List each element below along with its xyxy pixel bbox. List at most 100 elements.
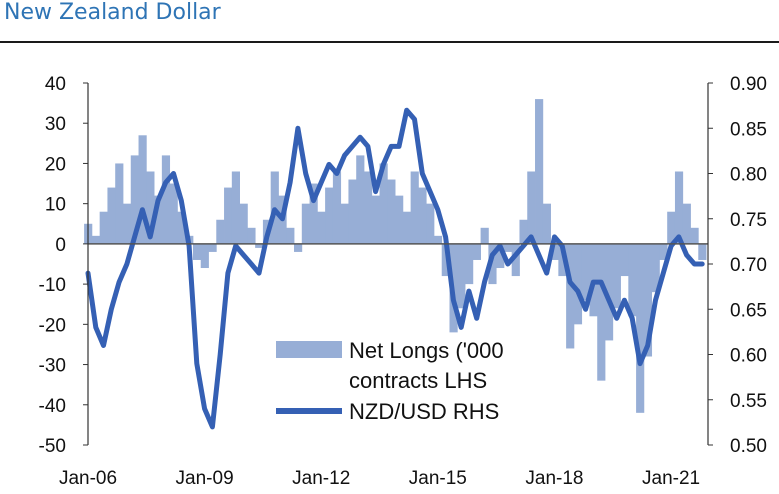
net-longs-bar-50 — [472, 243, 482, 260]
net-longs-bar-32 — [332, 171, 342, 244]
right-tick-label: 0.85 — [730, 119, 767, 140]
net-longs-bar-39 — [387, 179, 396, 244]
net-longs-bar-11 — [169, 183, 178, 244]
net-longs-bar-18 — [224, 187, 233, 244]
legend-nzdusd-label: NZD/USD RHS — [349, 399, 499, 424]
net-longs-bar-48 — [457, 243, 466, 309]
net-longs-bar-27 — [294, 243, 303, 252]
net-longs-bar-26 — [286, 227, 295, 244]
x-tick-label: Jan-15 — [409, 468, 467, 489]
right-tick-label: 0.90 — [730, 74, 767, 95]
net-longs-bar-43 — [418, 187, 427, 244]
net-longs-bar-71 — [636, 243, 645, 413]
net-longs-bar-44 — [426, 203, 435, 244]
net-longs-bar-15 — [200, 243, 209, 269]
net-longs-bar-64 — [581, 243, 590, 301]
net-longs-bar-1 — [91, 235, 101, 244]
x-tick-label: Jan-06 — [59, 468, 117, 489]
net-longs-bar-67 — [604, 243, 614, 341]
net-longs-bar-20 — [239, 203, 248, 244]
net-longs-bar-16 — [208, 243, 217, 252]
net-longs-bar-33 — [340, 203, 349, 244]
right-tick-label: 0.50 — [730, 436, 767, 457]
x-tick-label: Jan-21 — [642, 468, 700, 489]
nzd-usd-line — [85, 107, 705, 430]
net-longs-bar-75 — [667, 211, 676, 244]
net-longs-bar-14 — [192, 243, 202, 260]
left-axis-ticks: 40 30 20 10 0 -10 -20 -30 -40 -50 — [39, 74, 88, 457]
net-longs-bar-41 — [402, 211, 412, 244]
net-longs-bar-72 — [643, 243, 653, 357]
title-rule — [0, 41, 779, 43]
net-longs-bar-49 — [465, 243, 474, 285]
net-longs-bar-35 — [356, 155, 365, 244]
net-longs-bar-12 — [177, 211, 186, 244]
net-longs-bar-19 — [231, 171, 240, 244]
net-longs-bar-10 — [161, 155, 171, 244]
net-longs-bar-63 — [573, 243, 583, 325]
right-axis-ticks: 0.90 0.85 0.80 0.75 0.70 0.65 0.60 0.55 0.50 — [708, 74, 767, 457]
net-longs-bar-7 — [138, 135, 147, 244]
net-longs-bar-5 — [122, 203, 132, 244]
net-longs-bar-28 — [301, 203, 310, 244]
x-tick-label: Jan-18 — [525, 468, 583, 489]
right-tick-label: 0.55 — [730, 391, 767, 412]
left-tick-label: -10 — [39, 275, 66, 296]
x-tick-label: Jan-12 — [292, 468, 350, 489]
right-tick-label: 0.70 — [730, 255, 767, 276]
net-longs-bar-66 — [597, 243, 606, 381]
net-longs-bar-78 — [690, 227, 699, 244]
legend-net-longs-label-2: contracts LHS — [349, 368, 487, 393]
net-longs-bar-60 — [550, 243, 559, 260]
left-tick-label: 10 — [45, 195, 66, 216]
net-longs-bar-69 — [620, 243, 629, 277]
left-tick-label: 30 — [45, 114, 66, 135]
net-longs-bar-59 — [542, 203, 551, 244]
net-longs-bar-21 — [247, 227, 256, 244]
net-longs-bar-54 — [503, 243, 513, 252]
net-longs-bar-61 — [558, 243, 567, 277]
net-longs-bar-51 — [480, 227, 489, 244]
net-longs-bar-36 — [363, 171, 373, 244]
net-longs-bar-40 — [395, 195, 404, 244]
right-tick-label: 0.60 — [730, 346, 767, 367]
net-longs-bar-17 — [216, 219, 225, 244]
nzd-usd-line-group — [85, 107, 705, 430]
net-longs-bar-62 — [566, 243, 575, 349]
net-longs-bar-31 — [325, 187, 334, 244]
net-longs-bar-68 — [612, 243, 621, 309]
net-longs-bar-4 — [115, 163, 124, 244]
right-tick-label: 0.80 — [730, 165, 767, 186]
right-tick-label: 0.65 — [730, 300, 767, 321]
left-tick-label: 0 — [55, 235, 66, 256]
legend: Net Longs ('000 contracts LHS NZD/USD RH… — [276, 338, 504, 424]
net-longs-bar-46 — [441, 243, 450, 277]
net-longs-bar-45 — [433, 235, 443, 244]
net-longs-bar-70 — [628, 243, 637, 317]
net-longs-bar-9 — [154, 195, 163, 244]
net-longs-bar-77 — [682, 203, 691, 244]
net-longs-bar-34 — [348, 179, 357, 244]
right-tick-label: 0.75 — [730, 210, 767, 231]
chart-title: New Zealand Dollar — [4, 0, 221, 25]
net-longs-bar-55 — [511, 243, 520, 277]
net-longs-bar-58 — [535, 99, 544, 244]
net-longs-bar-6 — [130, 155, 139, 244]
x-axis-ticks: Jan-06 Jan-09 Jan-12 Jan-15 Jan-18 Jan-21 — [59, 468, 700, 489]
net-longs-bar-53 — [496, 243, 505, 269]
net-longs-bar-57 — [527, 171, 536, 244]
net-longs-bar-3 — [107, 187, 116, 244]
net-longs-bar-42 — [410, 171, 419, 244]
net-longs-bar-29 — [309, 183, 318, 244]
legend-net-longs-label-1: Net Longs ('000 — [349, 338, 504, 363]
x-tick-label: Jan-09 — [176, 468, 234, 489]
net-longs-bar-22 — [255, 243, 264, 248]
net-longs-bar-30 — [317, 211, 326, 244]
legend-net-longs-swatch — [276, 341, 342, 358]
left-tick-label: 40 — [45, 74, 66, 95]
left-tick-label: -30 — [39, 356, 66, 377]
net-longs-bar-8 — [146, 171, 155, 244]
net-longs-bar-73 — [651, 243, 660, 293]
left-tick-label: 20 — [45, 154, 66, 175]
